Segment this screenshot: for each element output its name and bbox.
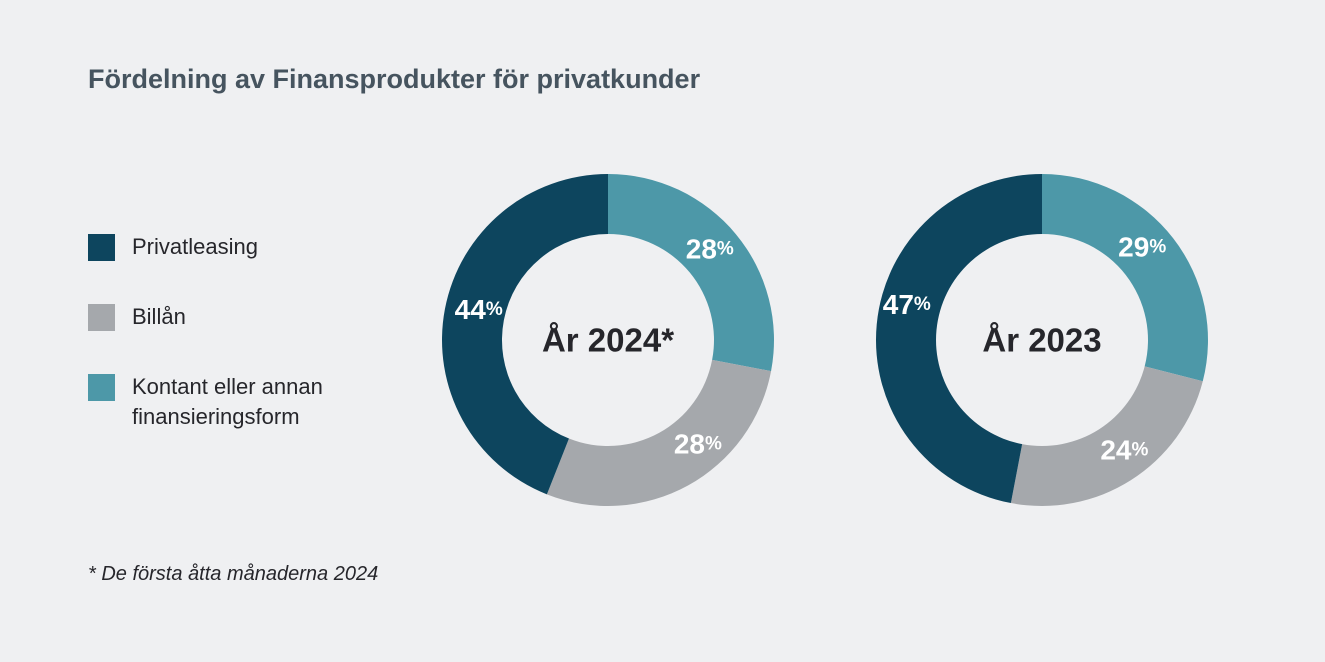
donut-value-label: 44% — [455, 294, 503, 325]
legend-label-privatleasing: Privatleasing — [132, 234, 258, 259]
donut-center-label: År 2023 — [982, 322, 1101, 359]
donut-slice-kontant-eller-annan-finansieringsform — [1042, 174, 1208, 382]
footnote: * De första åtta månaderna 2024 — [88, 563, 379, 585]
legend-swatch-billan — [88, 304, 115, 331]
donut-slice-bill-n — [546, 359, 772, 506]
legend-swatch-privatleasing — [88, 234, 115, 261]
donut-value-label: 47% — [883, 288, 931, 319]
donut-slice-bill-n — [1010, 366, 1203, 507]
donut-chart-2024: 28% 28% 44% År 2024* — [418, 150, 798, 530]
donut-value-label: 28% — [674, 428, 722, 459]
donut-slice-kontant-eller-annan-finansieringsform — [608, 174, 775, 372]
donut-slice-privatleasing — [442, 174, 608, 495]
legend-label-kontant: Kontant eller annan finansieringsform — [132, 374, 323, 429]
donut-value-label: 29% — [1118, 231, 1166, 262]
donut-value-label: 28% — [686, 233, 734, 264]
donut-value-label: 24% — [1100, 434, 1148, 465]
donut-svg-0: 28% 28% 44% År 2024* — [442, 174, 775, 506]
legend-swatch-kontant — [88, 374, 115, 401]
donut-slice-privatleasing — [875, 174, 1042, 504]
donut-chart-2023: 29% 24% 47% År 2023 — [852, 150, 1232, 530]
legend-label-billan: Billån — [132, 304, 186, 329]
legend: Privatleasing Billån Kontant eller annan… — [88, 234, 360, 474]
donut-svg-1: 29% 24% 47% År 2023 — [875, 174, 1208, 507]
legend-item-billan: Billån — [88, 304, 360, 332]
chart-title: Fördelning av Finansprodukter för privat… — [88, 64, 701, 94]
donut-center-label: År 2024* — [542, 322, 674, 359]
legend-item-kontant: Kontant eller annan finansieringsform — [88, 374, 360, 432]
legend-item-privatleasing: Privatleasing — [88, 234, 360, 262]
